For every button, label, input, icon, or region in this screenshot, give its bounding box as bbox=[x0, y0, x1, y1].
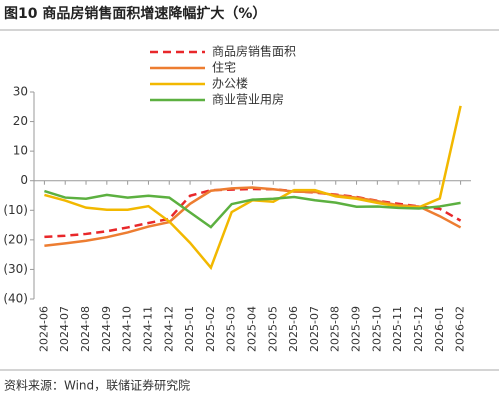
x-tick-label: 2024-06 bbox=[37, 306, 50, 352]
legend-label: 商业营业用房 bbox=[212, 92, 284, 107]
x-tick-label: 2024-12 bbox=[162, 306, 175, 352]
y-tick-label: 30 bbox=[13, 85, 28, 99]
y-tick-label: (10) bbox=[3, 203, 28, 217]
x-tick-label: 2025-02 bbox=[204, 306, 217, 352]
x-tick-label: 2025-08 bbox=[329, 306, 342, 352]
x-tick-label: 2025-05 bbox=[266, 306, 279, 352]
x-tick-label: 2026-02 bbox=[454, 306, 467, 352]
x-tick-label: 2025-09 bbox=[350, 306, 363, 352]
x-tick-label: 2024-07 bbox=[58, 306, 71, 352]
x-tick-label: 2026-01 bbox=[433, 306, 446, 352]
legend-label: 商品房销售面积 bbox=[212, 44, 296, 59]
x-tick-label: 2024-08 bbox=[79, 306, 92, 352]
y-tick-label: 0 bbox=[20, 173, 28, 187]
y-tick-label: 10 bbox=[13, 144, 28, 158]
x-tick-label: 2025-07 bbox=[308, 306, 321, 352]
x-tick-label: 2025-03 bbox=[225, 306, 238, 352]
x-tick-label: 2024-11 bbox=[141, 306, 154, 352]
legend-label: 办公楼 bbox=[212, 76, 248, 91]
x-tick-label: 2025-12 bbox=[412, 306, 425, 352]
y-tick-label: (20) bbox=[3, 232, 28, 246]
y-tick-label: 20 bbox=[13, 114, 28, 128]
source: 资料来源：Wind，联储证券研究院 bbox=[4, 378, 190, 393]
series-line bbox=[44, 189, 461, 229]
legend-label: 住宅 bbox=[212, 60, 236, 75]
x-tick-label: 2025-06 bbox=[287, 306, 300, 352]
y-tick-label: (40) bbox=[3, 292, 28, 306]
series-line bbox=[44, 186, 462, 248]
series-line bbox=[44, 187, 462, 239]
x-tick-label: 2025-01 bbox=[183, 306, 196, 352]
x-tick-label: 2024-10 bbox=[121, 306, 134, 352]
x-tick-label: 2024-09 bbox=[100, 306, 113, 352]
x-tick-label: 2025-10 bbox=[370, 306, 383, 352]
y-tick-label: (30) bbox=[3, 262, 28, 276]
x-tick-label: 2025-04 bbox=[246, 306, 259, 352]
x-tick-label: 2025-11 bbox=[391, 306, 404, 352]
chart-title: 图10 商品房销售面积增速降幅扩大（%） bbox=[4, 5, 266, 22]
